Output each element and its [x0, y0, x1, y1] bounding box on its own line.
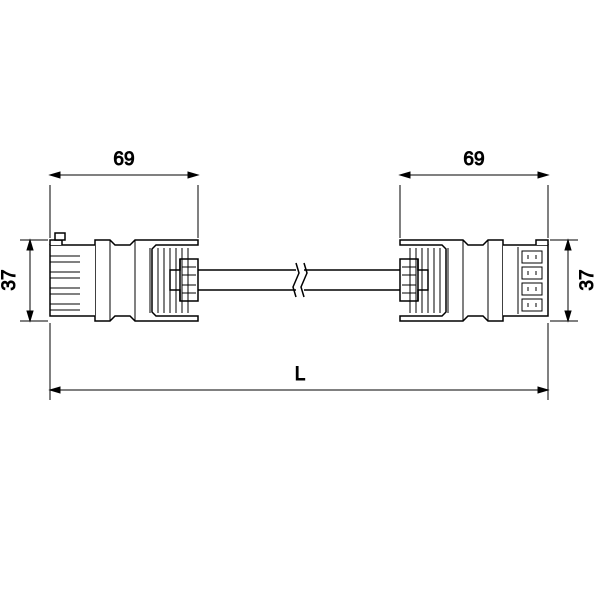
- dim-total-length-label: L: [295, 364, 306, 385]
- dim-left-height-label: 37: [0, 269, 20, 290]
- dim-right-height: 37: [550, 240, 598, 321]
- dim-left-width: 69: [50, 149, 198, 238]
- dim-left-width-label: 69: [113, 149, 134, 170]
- right-connector: [400, 240, 548, 321]
- dim-left-height: 37: [0, 240, 48, 321]
- dim-right-width: 69: [400, 149, 548, 238]
- dim-right-width-label: 69: [463, 149, 484, 170]
- dim-right-height-label: 37: [577, 269, 598, 290]
- dimension-drawing: 69 69 37 37: [0, 0, 600, 600]
- cable: [180, 263, 418, 297]
- left-connector: [50, 233, 198, 321]
- dim-total-length: L: [50, 323, 548, 400]
